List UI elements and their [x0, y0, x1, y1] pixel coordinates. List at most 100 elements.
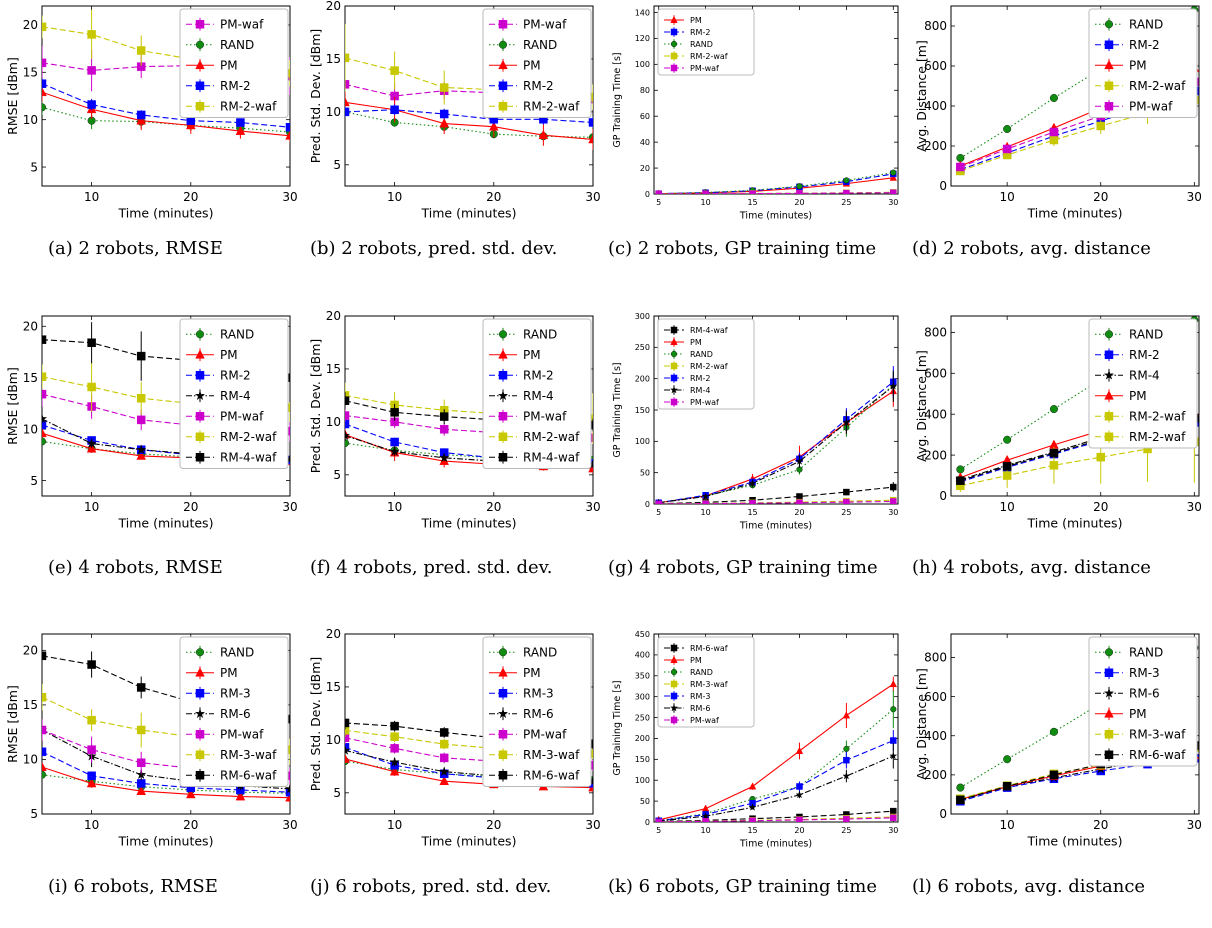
data-point [135, 444, 147, 455]
data-point [796, 493, 803, 500]
legend-label: PM [1129, 707, 1147, 721]
legend-marker [498, 59, 508, 70]
y-tick-label: 400 [924, 407, 947, 421]
y-tick-label: 100 [635, 437, 650, 446]
x-tick-label: 20 [486, 190, 501, 204]
legend-marker [1104, 330, 1113, 339]
legend-marker [1104, 390, 1114, 400]
data-point [1049, 405, 1058, 414]
legend-marker [195, 667, 205, 677]
y-tick-label: 250 [635, 343, 650, 352]
data-point [42, 389, 47, 399]
plot-frame [950, 633, 1200, 815]
legend-label: RM-4 [1129, 369, 1160, 383]
legend-marker [498, 689, 508, 698]
data-point [87, 715, 96, 725]
data-point [890, 189, 897, 194]
data-point [42, 79, 47, 88]
x-tick-label: 30 [888, 198, 898, 207]
legend-label: RM-2 [523, 369, 554, 383]
legend-label: RM-6-waf [220, 769, 277, 783]
data-point [185, 789, 196, 799]
data-point [136, 758, 146, 767]
x-tick-label: 30 [282, 190, 297, 204]
x-axis-label: Time (minutes) [739, 211, 812, 222]
y-tick-label: 10 [326, 415, 341, 429]
series-line [42, 751, 290, 793]
series-line [658, 381, 894, 504]
legend-label: RM-6 [1129, 687, 1160, 701]
data-point [439, 83, 449, 92]
legend-label: RM-2-waf [1129, 410, 1186, 424]
legend-marker [195, 750, 205, 759]
y-axis-label: Avg. Distance [m] [914, 350, 929, 462]
legend-label: PM-waf [690, 398, 719, 407]
y-tick-label: 10 [23, 753, 38, 767]
data-point [87, 338, 96, 347]
legend-marker [195, 412, 205, 421]
panel-i: 10 20 30 5 10 15 20 Time (minutes) RMSE [dBm] RAN… [0, 628, 300, 928]
data-point [655, 818, 662, 822]
legend-marker [670, 655, 678, 663]
data-point [42, 770, 46, 779]
series-line [42, 106, 290, 133]
data-point [345, 726, 350, 735]
legend-label: PM-waf [523, 18, 567, 32]
legend-label: RM-3-waf [523, 748, 580, 762]
data-point [345, 411, 350, 420]
chart-d: 10 20 30 0 200 400 600 800 Time (minutes) Avg. Di… [914, 5, 1202, 221]
legend-box [657, 8, 755, 76]
data-point [1002, 781, 1012, 791]
caption-h: (h) 4 robots, avg. distance [912, 557, 1151, 578]
data-point [843, 815, 850, 822]
series-line [658, 192, 894, 194]
x-tick-label: 20 [183, 818, 198, 832]
data-point [136, 450, 147, 460]
x-tick-label: 30 [1187, 500, 1202, 514]
data-point [390, 408, 399, 417]
data-point [488, 121, 499, 131]
series-line [658, 683, 894, 821]
data-point [42, 761, 47, 771]
data-point [87, 745, 96, 754]
data-point [1049, 461, 1059, 470]
series-line [658, 384, 894, 504]
data-point [1049, 727, 1058, 736]
data-point [749, 499, 756, 504]
legend-marker [669, 703, 679, 712]
x-axis-label: Time (minutes) [421, 206, 517, 221]
data-point [701, 492, 710, 500]
data-point [439, 775, 450, 786]
data-point [345, 97, 350, 107]
legend-marker [1103, 369, 1115, 380]
legend-label: RM-3 [1129, 666, 1160, 680]
legend-marker [670, 52, 678, 60]
legend-label: RM-6 [690, 704, 710, 713]
x-tick-label: 25 [841, 508, 851, 517]
series-line [42, 91, 290, 137]
x-tick-label: 10 [387, 190, 402, 204]
y-tick-label: 0 [645, 500, 650, 509]
panel-g: 5 10 15 20 25 30 0 50 100 150 200 250 300 Time (minut… [606, 310, 906, 610]
y-tick-label: 150 [635, 406, 650, 415]
panel-c: 5 10 15 20 25 30 0 20 40 60 80 100 120 140 Time (minut… [606, 0, 906, 300]
legend-label: RM-3 [523, 687, 554, 701]
legend-marker [498, 750, 508, 759]
data-point [345, 419, 350, 429]
legend-marker [498, 771, 508, 780]
chart-j: 10 20 30 5 10 15 20 Time (minutes) Pred. Std. De… [308, 627, 601, 848]
data-point [796, 816, 803, 822]
data-point [345, 396, 350, 405]
y-tick-label: 15 [23, 371, 38, 385]
y-tick-label: 100 [635, 776, 650, 785]
legend-marker [498, 432, 508, 441]
legend-label: RAND [690, 668, 713, 677]
x-tick-label: 25 [841, 826, 851, 835]
legend-label: RM-6-waf [1129, 748, 1186, 762]
data-point [135, 769, 147, 780]
legend-label: PM-waf [690, 716, 719, 725]
legend-label: RM-2 [690, 28, 710, 37]
legend-label: RM-3 [690, 692, 710, 701]
y-tick-label: 0 [939, 489, 947, 503]
legend-label: RM-2-waf [1129, 430, 1186, 444]
